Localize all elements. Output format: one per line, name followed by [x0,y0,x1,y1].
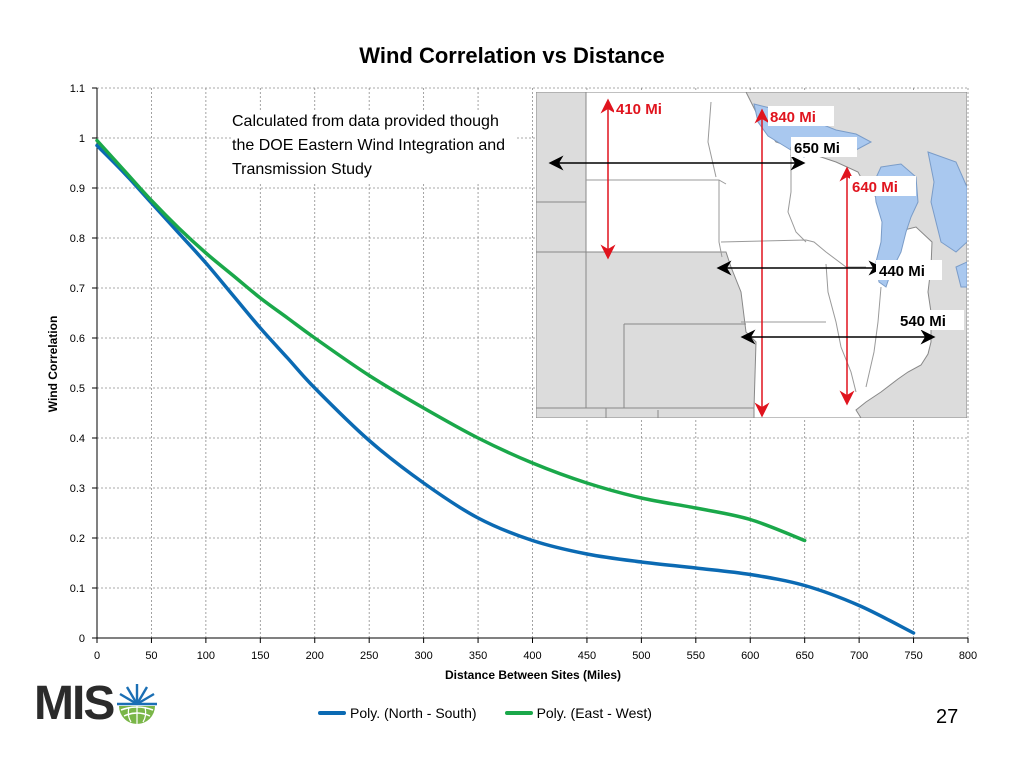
y-tick-label: 1 [79,133,85,145]
chart-ticks: 0 50 100 150 200 250 300 350 400 450 500 550 600 650 7… [70,83,977,662]
label-540: 540 Mi [900,313,946,330]
y-tick-label: 0 [79,633,85,645]
x-tick-label: 450 [578,650,596,662]
x-tick-label: 300 [414,650,432,662]
x-tick-label: 500 [632,650,650,662]
miso-logo: MIS [34,680,159,728]
x-tick-label: 50 [145,650,157,662]
slide-title: Wind Correlation vs Distance [359,43,665,68]
y-tick-label: 0.2 [70,533,85,545]
chart-legend: Poly. (North - South) Poly. (East - West… [318,705,680,721]
page-number: 27 [936,706,959,728]
x-axis-title: Distance Between Sites (Miles) [445,668,621,682]
label-410: 410 Mi [616,101,662,118]
y-axis-title: Wind Correlation [46,316,60,413]
series-line-north-south [95,143,916,635]
map-region-wyoming [536,201,587,253]
label-640: 640 Mi [852,179,898,196]
y-tick-label: 0.9 [70,183,85,195]
chart-series [95,138,916,635]
x-tick-label: 0 [94,650,100,662]
x-tick-label: 600 [741,650,759,662]
y-tick-label: 1.1 [70,83,85,95]
x-tick-label: 700 [850,650,868,662]
legend-swatch-north-south [318,711,346,715]
map-lake-erie [955,261,967,288]
x-tick-label: 350 [469,650,487,662]
legend-entry-east-west: Poly. (East - West) [504,705,652,721]
legend-label-north-south: Poly. (North - South) [350,705,477,721]
logo-wordmark: MIS [34,677,115,730]
x-tick-label: 650 [796,650,814,662]
x-tick-label: 100 [197,650,215,662]
map-inset: 410 Mi 840 Mi 650 Mi 640 Mi 440 Mi 540 M… [536,92,967,418]
x-tick-label: 750 [904,650,922,662]
x-tick-label: 200 [306,650,324,662]
x-tick-label: 800 [959,650,977,662]
logo-globe-icon [117,684,158,724]
map-region-utah [536,251,587,409]
series-line-east-west [95,138,807,543]
x-tick-label: 150 [251,650,269,662]
map-lake-huron [927,151,967,253]
legend-entry-north-south: Poly. (North - South) [318,705,477,721]
map-region-montana [536,92,587,203]
legend-swatch-east-west [504,711,533,715]
y-tick-label: 0.1 [70,583,85,595]
label-440: 440 Mi [879,263,925,280]
y-tick-label: 0.3 [70,483,85,495]
x-tick-label: 550 [687,650,705,662]
data-source-note: Calculated from data provided though the… [232,110,517,182]
map-region-south [536,407,755,418]
map-region-kansas-colorado [585,251,757,409]
label-840: 840 Mi [770,109,816,126]
y-tick-label: 0.4 [70,433,85,445]
x-tick-label: 400 [523,650,541,662]
x-tick-label: 250 [360,650,378,662]
y-tick-label: 0.6 [70,333,85,345]
y-tick-label: 0.7 [70,283,85,295]
label-650: 650 Mi [794,140,840,157]
y-tick-label: 0.8 [70,233,85,245]
y-tick-label: 0.5 [70,383,85,395]
legend-label-east-west: Poly. (East - West) [536,705,652,721]
